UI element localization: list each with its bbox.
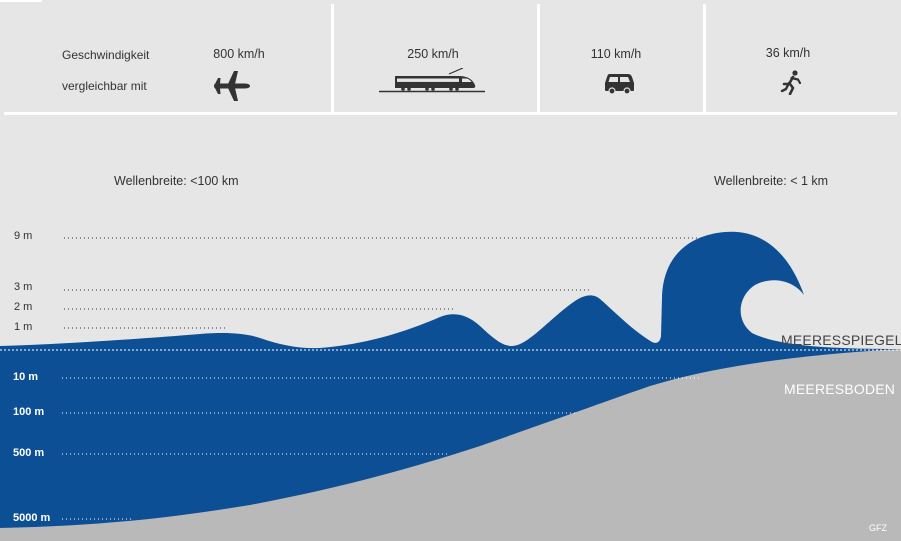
height-label-1m: 1 m xyxy=(14,321,33,333)
credit-label: GFZ xyxy=(869,523,887,533)
speed-label-line1: Geschwindigkeit xyxy=(62,48,150,62)
speed-airplane-value: 800 km/h xyxy=(213,47,265,61)
depth-label-10m: 10 m xyxy=(13,371,39,383)
speed-car-value: 110 km/h xyxy=(590,47,642,61)
depth-guides xyxy=(62,377,700,520)
depth-label-5000m: 5000 m xyxy=(13,512,51,524)
depth-label-100m: 100 m xyxy=(13,406,45,418)
wave-width-right: Wellenbreite: < 1 km xyxy=(714,174,829,188)
height-label-3m: 3 m xyxy=(14,281,33,293)
speed-label-line2: vergleichbar mit xyxy=(62,79,147,93)
speed-comparison-header: Geschwindigkeit vergleichbar mit 800 km/… xyxy=(0,0,901,118)
wave-train xyxy=(0,231,901,351)
car-icon xyxy=(605,74,634,95)
header-divider xyxy=(331,4,334,112)
wave-width-left: Wellenbreite: <100 km xyxy=(114,174,239,188)
train-icon xyxy=(379,68,485,93)
speed-runner-value: 36 km/h xyxy=(765,46,811,60)
sea-floor-label: MEERESBODEN xyxy=(784,381,896,397)
height-label-9m: 9 m xyxy=(14,230,33,242)
header-divider xyxy=(537,4,540,112)
header-bottom-rule xyxy=(4,112,897,115)
header-top-rule xyxy=(0,0,42,2)
sea-level-label: MEERESSPIEGEL xyxy=(781,332,901,348)
speed-train-value: 250 km/h xyxy=(407,47,459,61)
sea-floor xyxy=(0,349,901,541)
depth-label-500m: 500 m xyxy=(13,447,45,459)
airplane-icon xyxy=(214,71,250,101)
runner-icon xyxy=(780,70,802,95)
header-divider xyxy=(703,4,706,112)
wave-height-guides xyxy=(64,237,700,329)
height-label-2m: 2 m xyxy=(14,301,33,313)
